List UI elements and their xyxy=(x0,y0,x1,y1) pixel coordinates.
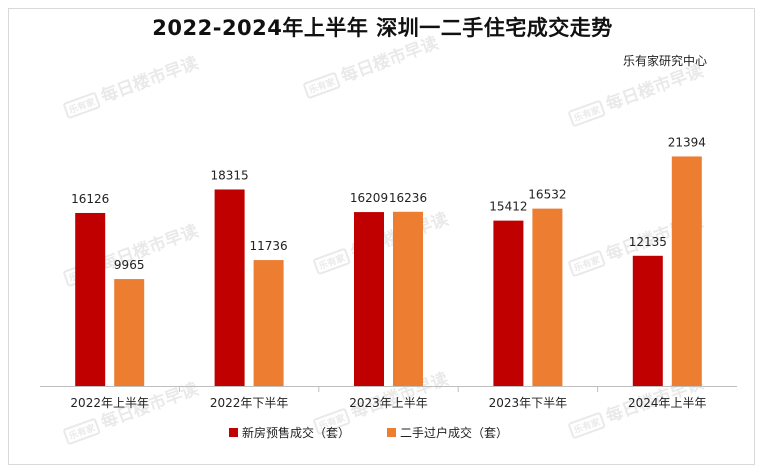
bar-new-housing xyxy=(632,255,663,386)
category-label: 2022年下半年 xyxy=(210,396,289,410)
data-label: 16532 xyxy=(528,188,566,202)
legend-label: 新房预售成交（套） xyxy=(242,425,350,440)
bar-second-hand xyxy=(393,211,423,386)
data-label: 11736 xyxy=(250,239,288,253)
data-label: 18315 xyxy=(211,168,249,182)
legend-swatch xyxy=(229,428,238,437)
bar-second-hand xyxy=(114,279,145,386)
legend-label: 二手过户成交（套） xyxy=(400,425,508,440)
bar-new-housing xyxy=(493,220,524,386)
bar-second-hand xyxy=(253,260,284,386)
data-label: 16236 xyxy=(389,191,427,205)
bar-second-hand xyxy=(671,156,702,386)
category-label: 2024年上半年 xyxy=(628,396,707,410)
data-label: 12135 xyxy=(629,235,667,249)
bar-new-housing xyxy=(75,212,106,386)
category-label: 2023年下半年 xyxy=(489,396,568,410)
category-label: 2023年上半年 xyxy=(349,396,428,410)
bar-new-housing xyxy=(354,212,384,386)
bar-second-hand xyxy=(532,208,563,386)
data-label: 16209 xyxy=(350,191,388,205)
chart-title: 2022-2024年上半年 深圳一二手住宅成交走势 xyxy=(152,16,613,40)
source-label: 乐有家研究中心 xyxy=(622,54,707,68)
data-label: 16126 xyxy=(71,192,109,206)
legend-swatch xyxy=(387,428,396,437)
data-label: 9965 xyxy=(114,258,145,272)
data-label: 15412 xyxy=(489,200,527,214)
data-label: 21394 xyxy=(668,135,706,149)
category-label: 2022年上半年 xyxy=(70,396,149,410)
bar-new-housing xyxy=(214,189,245,386)
